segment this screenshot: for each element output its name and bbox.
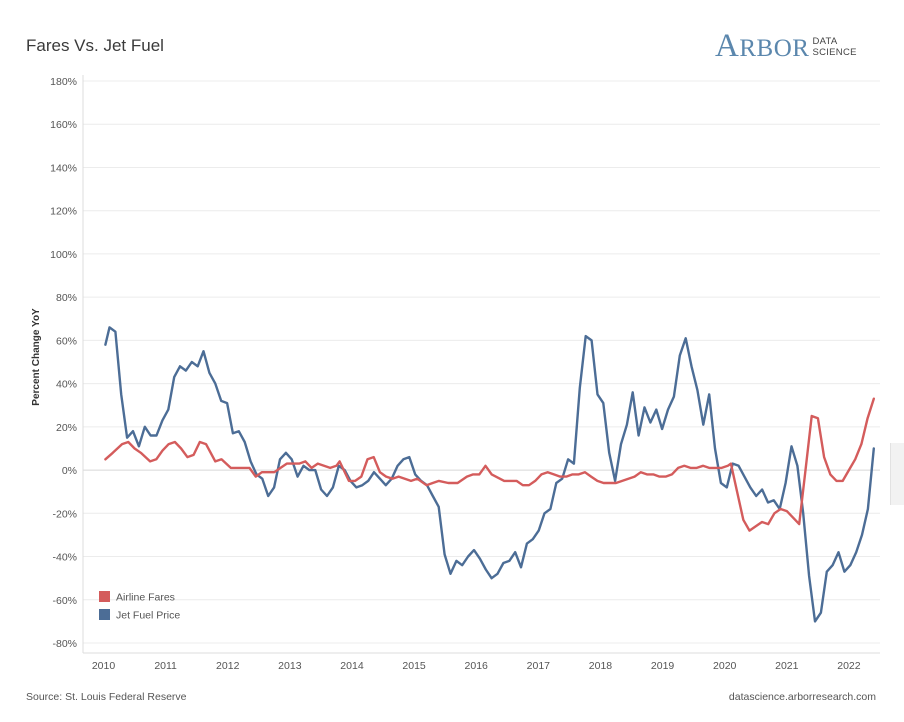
y-tick-label: -60% [52, 595, 77, 607]
x-tick-label: 2014 [340, 660, 364, 672]
y-tick-label: 160% [50, 119, 77, 131]
y-tick-label: 40% [56, 379, 77, 391]
x-tick-label: 2021 [775, 660, 799, 672]
x-axis-ticks: 2010 2011 2012 2013 2014 2015 2016 2017 2018 2019… [92, 660, 861, 672]
gridlines [82, 75, 880, 654]
x-tick-label: 2010 [92, 660, 116, 672]
y-tick-label: 140% [50, 162, 77, 174]
y-tick-label: 180% [50, 76, 77, 88]
x-tick-label: 2016 [465, 660, 489, 672]
x-tick-label: 2020 [713, 660, 737, 672]
logo-subtitle: DATA SCIENCE [812, 36, 856, 58]
y-tick-label: 60% [56, 335, 77, 347]
y-tick-label: 80% [56, 292, 77, 304]
y-tick-label: 100% [50, 249, 77, 261]
chart-title: Fares Vs. Jet Fuel [26, 36, 164, 55]
x-tick-label: 2015 [402, 660, 426, 672]
x-tick-label: 2019 [651, 660, 675, 672]
website-link[interactable]: datascience.arborresearch.com [728, 691, 876, 703]
logo-sub-line1: DATA [812, 35, 838, 47]
series-line-airline-fares[interactable] [104, 397, 875, 532]
y-axis-label: Percent Change YoY [31, 308, 42, 406]
y-tick-label: -80% [52, 638, 77, 650]
logo-initial: A [715, 28, 740, 64]
legend-label: Jet Fuel Price [116, 610, 180, 622]
logo-wordmark: ARBOR [715, 30, 809, 63]
y-tick-label: 120% [50, 206, 77, 218]
legend-label: Airline Fares [116, 592, 175, 604]
y-tick-label: -40% [52, 552, 77, 564]
legend-swatch [99, 609, 110, 620]
y-tick-label: 20% [56, 422, 77, 434]
x-tick-label: 2013 [278, 660, 302, 672]
x-tick-label: 2018 [589, 660, 613, 672]
legend: Airline Fares Jet Fuel Price [99, 591, 180, 622]
logo-rest: RBOR [739, 35, 810, 62]
source-note: Source: St. Louis Federal Reserve [26, 691, 187, 703]
x-tick-label: 2011 [154, 660, 177, 672]
y-tick-label: 0% [62, 465, 77, 477]
series-lines [104, 326, 875, 623]
legend-swatch [99, 591, 110, 602]
x-tick-label: 2017 [527, 660, 551, 672]
logo-sub-line2: SCIENCE [812, 46, 857, 58]
x-tick-label: 2022 [837, 660, 861, 672]
series-line-jet-fuel-price[interactable] [104, 326, 875, 623]
x-tick-label: 2012 [216, 660, 240, 672]
side-panel-tab[interactable] [890, 443, 904, 505]
y-tick-label: -20% [52, 508, 77, 520]
arbor-logo: ARBOR DATA SCIENCE [715, 30, 857, 63]
y-axis-ticks: 180% 160% 140% 120% 100% 80% 60% 40% 20% 0% -20% -4… [50, 76, 77, 650]
